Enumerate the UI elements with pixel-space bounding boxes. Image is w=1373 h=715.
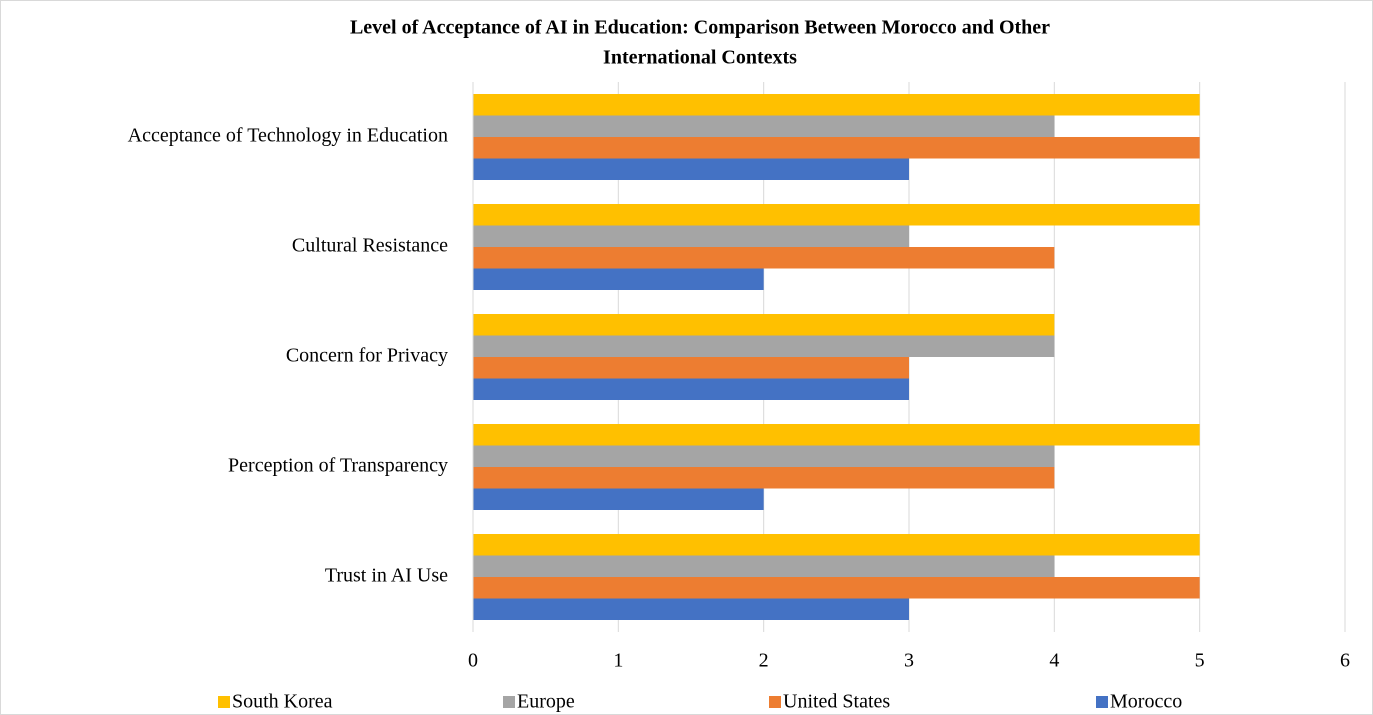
bar	[473, 357, 909, 379]
y-tick-label: Acceptance of Technology in Education	[128, 125, 448, 147]
bar	[473, 314, 1055, 336]
bar	[473, 268, 764, 290]
x-tick-label: 0	[468, 650, 478, 672]
y-tick-label: Cultural Resistance	[292, 235, 448, 257]
bar	[473, 598, 909, 620]
legend-swatch	[503, 696, 515, 708]
x-tick-label: 3	[904, 650, 914, 672]
x-tick-label: 1	[613, 650, 623, 672]
bar	[473, 467, 1055, 489]
bar	[473, 115, 1055, 137]
y-tick-label: Trust in AI Use	[325, 565, 448, 587]
bar	[473, 225, 909, 247]
x-tick-label: 2	[759, 650, 769, 672]
bar	[473, 577, 1200, 599]
x-tick-label: 6	[1340, 650, 1350, 672]
bar	[473, 335, 1055, 357]
y-tick-label: Perception of Transparency	[228, 455, 448, 477]
bar	[473, 424, 1200, 446]
chart-title: Level of Acceptance of AI in Education: …	[350, 17, 1050, 39]
legend-label: United States	[783, 691, 890, 713]
y-tick-label: Concern for Privacy	[286, 345, 448, 367]
bar	[473, 247, 1055, 269]
bar	[473, 204, 1200, 226]
bar	[473, 555, 1055, 577]
legend-swatch	[218, 696, 230, 708]
legend-label: South Korea	[232, 691, 333, 713]
x-tick-label: 5	[1195, 650, 1205, 672]
x-tick-label: 4	[1049, 650, 1059, 672]
legend-swatch	[769, 696, 781, 708]
bar	[473, 94, 1200, 116]
legend-label: Morocco	[1110, 691, 1182, 713]
chart-subtitle: International Contexts	[603, 47, 797, 69]
legend-label: Europe	[517, 691, 575, 713]
legend-swatch	[1096, 696, 1108, 708]
bar	[473, 445, 1055, 467]
bar	[473, 378, 909, 400]
bar	[473, 158, 909, 180]
bar	[473, 137, 1200, 159]
bar	[473, 488, 764, 510]
bar	[473, 534, 1200, 556]
